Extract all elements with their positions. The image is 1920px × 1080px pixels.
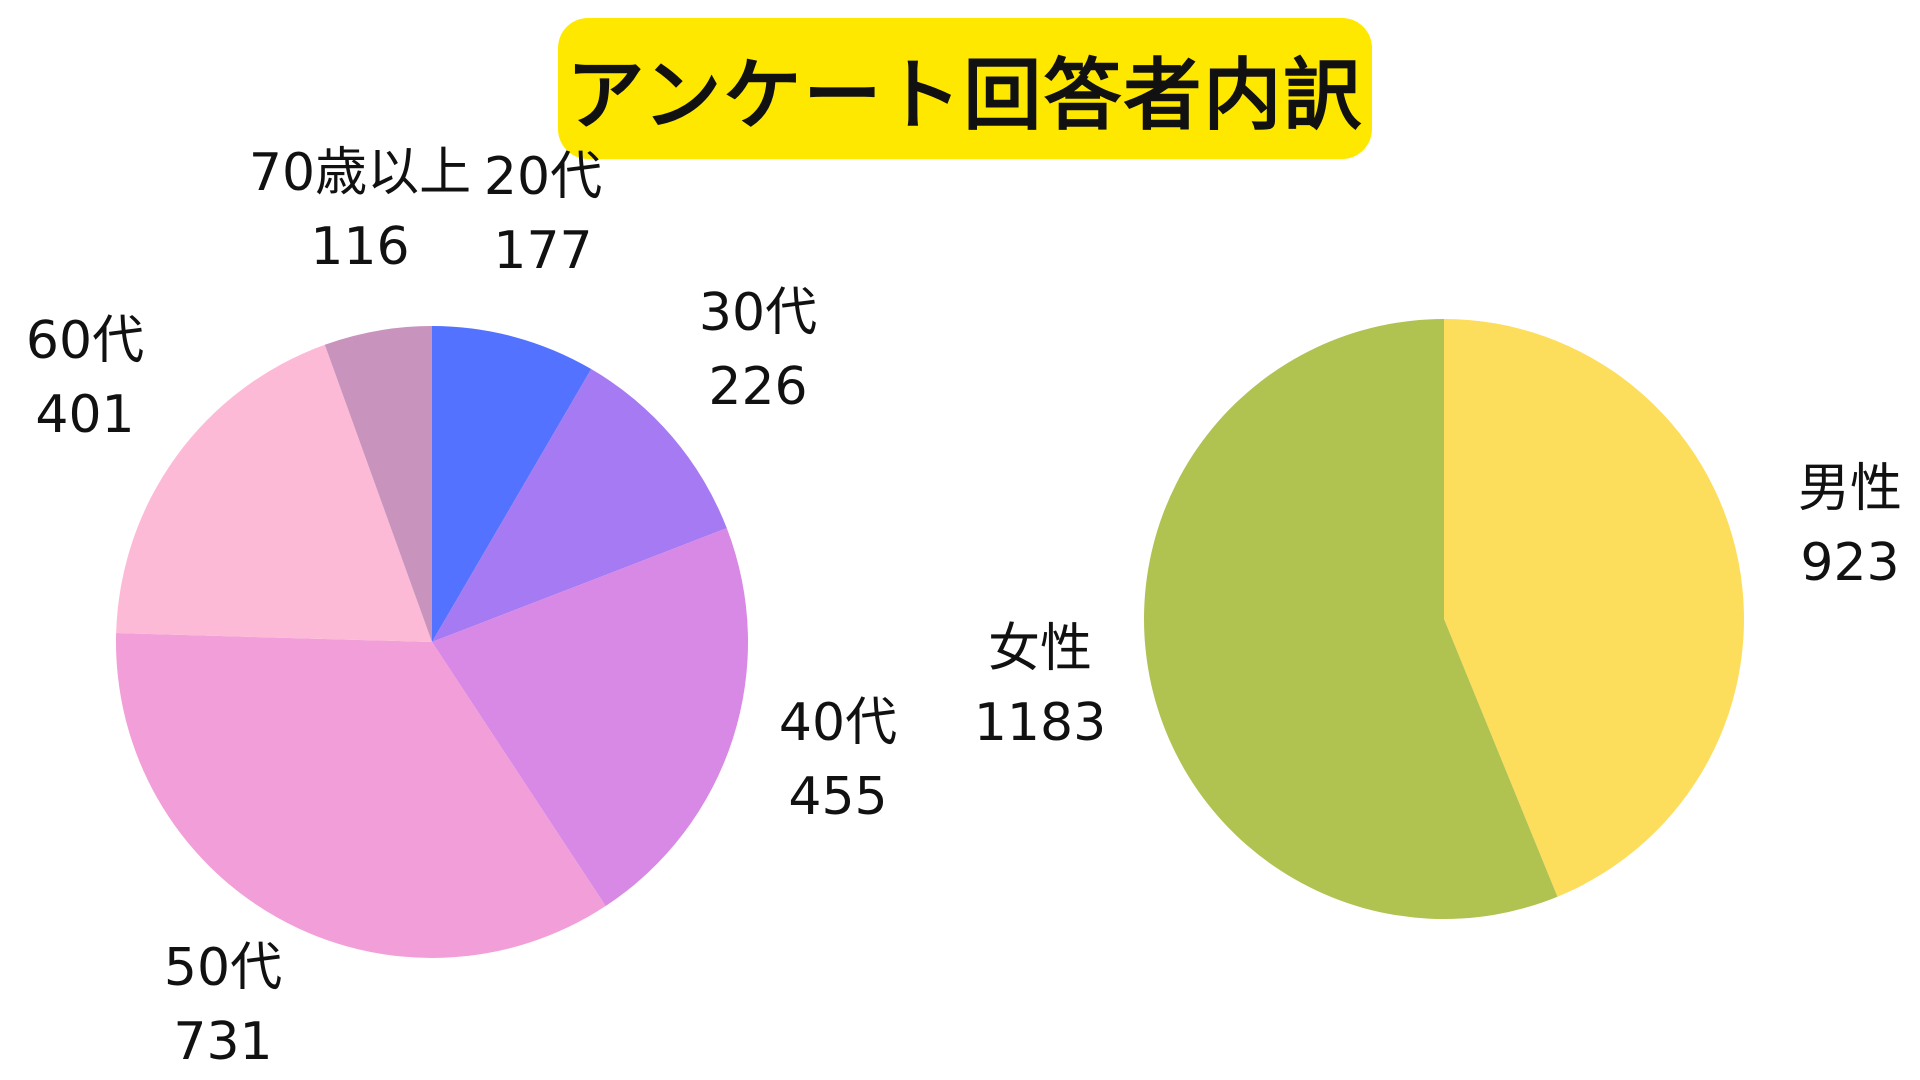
chart-title: アンケート回答者内訳 bbox=[566, 50, 1364, 141]
pie-slice-0-0 bbox=[432, 326, 592, 642]
pie-slice-1-0 bbox=[1444, 319, 1745, 897]
slice-label-0-3: 50代 bbox=[164, 938, 282, 998]
title-banner: アンケート回答者内訳 bbox=[558, 18, 1372, 159]
slice-label-0-4: 60代 bbox=[26, 311, 144, 371]
slice-value-0-3: 731 bbox=[173, 1012, 272, 1072]
pie-slice-0-5 bbox=[324, 326, 432, 642]
gender-pie-chart: 男性 923 女性 1183 bbox=[974, 319, 1902, 919]
slice-label-0-2: 40代 bbox=[779, 693, 897, 753]
slice-value-0-4: 401 bbox=[35, 385, 134, 445]
slice-value-1-1: 1183 bbox=[974, 693, 1106, 753]
slice-label-0-0: 20代 bbox=[484, 147, 602, 207]
pie-slice-0-4 bbox=[116, 344, 432, 642]
pie-slice-0-3 bbox=[116, 633, 606, 958]
slice-value-0-5: 116 bbox=[310, 217, 409, 277]
slice-value-0-0: 177 bbox=[493, 221, 592, 281]
pie-slice-0-2 bbox=[432, 528, 748, 907]
slice-value-0-2: 455 bbox=[788, 767, 887, 827]
slice-value-1-0: 923 bbox=[1800, 533, 1899, 593]
slice-label-1-1: 女性 bbox=[988, 619, 1092, 679]
pie-slice-0-1 bbox=[432, 369, 727, 642]
slice-label-0-1: 30代 bbox=[699, 283, 817, 343]
age-pie-chart: 20代 177 30代 226 40代 455 50代 731 60代 401 70歳以上 116 bbox=[26, 143, 897, 1072]
slice-label-1-0: 男性 bbox=[1798, 459, 1902, 519]
pie-slice-1-1 bbox=[1144, 319, 1558, 919]
slice-value-0-1: 226 bbox=[708, 357, 807, 417]
slice-label-0-5: 70歳以上 bbox=[249, 143, 471, 203]
